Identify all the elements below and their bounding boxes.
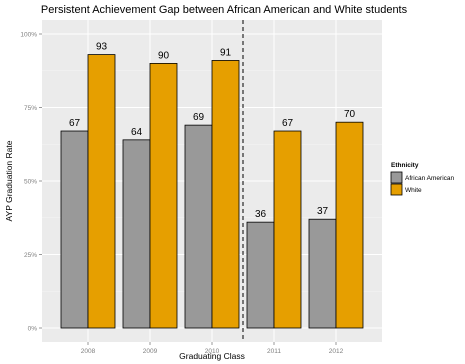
data-label: 67 [69, 118, 81, 129]
x-tick-label: 2010 [205, 348, 220, 355]
data-label: 64 [131, 127, 143, 138]
y-axis-title: AYP Graduation Rate [4, 140, 14, 221]
bar-african-american-2011 [246, 221, 275, 329]
legend-key-african-american [390, 171, 403, 184]
bar-african-american-2008 [60, 130, 89, 329]
x-axis: 2008 2009 2010 2011 2012 [81, 342, 344, 355]
y-tick-label: 50% [24, 178, 37, 185]
data-label: 36 [255, 209, 267, 220]
data-label: 93 [96, 42, 108, 53]
chart-title: Persistent Achievement Gap between Afric… [41, 4, 408, 16]
legend-label: White [405, 187, 422, 194]
x-tick-label: 2011 [267, 348, 281, 355]
data-label: 69 [193, 112, 205, 123]
bar-white-2011 [273, 130, 302, 329]
y-tick-label: 25% [24, 252, 37, 259]
legend: Ethnicity African American White [390, 162, 455, 196]
data-label: 37 [317, 206, 329, 217]
data-label: 70 [344, 109, 356, 120]
y-tick-label: 0% [28, 325, 38, 332]
x-tick-label: 2008 [81, 348, 96, 355]
bar-african-american-2012 [308, 218, 337, 329]
x-tick-label: 2009 [143, 348, 158, 355]
data-labels: 67 64 69 36 37 93 90 91 67 70 [69, 42, 356, 221]
legend-title: Ethnicity [391, 162, 419, 169]
data-label: 67 [282, 118, 294, 129]
data-label: 90 [158, 50, 170, 61]
bar-african-american-2009 [122, 139, 151, 329]
legend-key-white [390, 183, 403, 196]
bar-african-american-2010 [184, 124, 213, 329]
bar-white-2009 [149, 63, 178, 329]
y-tick-label: 100% [20, 31, 37, 38]
data-label: 91 [220, 47, 232, 58]
bar-white-2012 [335, 121, 364, 329]
y-axis: 0% 25% 50% 75% 100% [20, 31, 42, 332]
bar-white-2008 [87, 54, 116, 329]
x-axis-title: Graduating Class [179, 351, 245, 361]
bar-white-2010 [211, 60, 240, 329]
legend-label: African American [405, 175, 455, 182]
x-tick-label: 2012 [329, 348, 344, 355]
y-tick-label: 75% [24, 105, 37, 112]
bars [60, 54, 364, 329]
